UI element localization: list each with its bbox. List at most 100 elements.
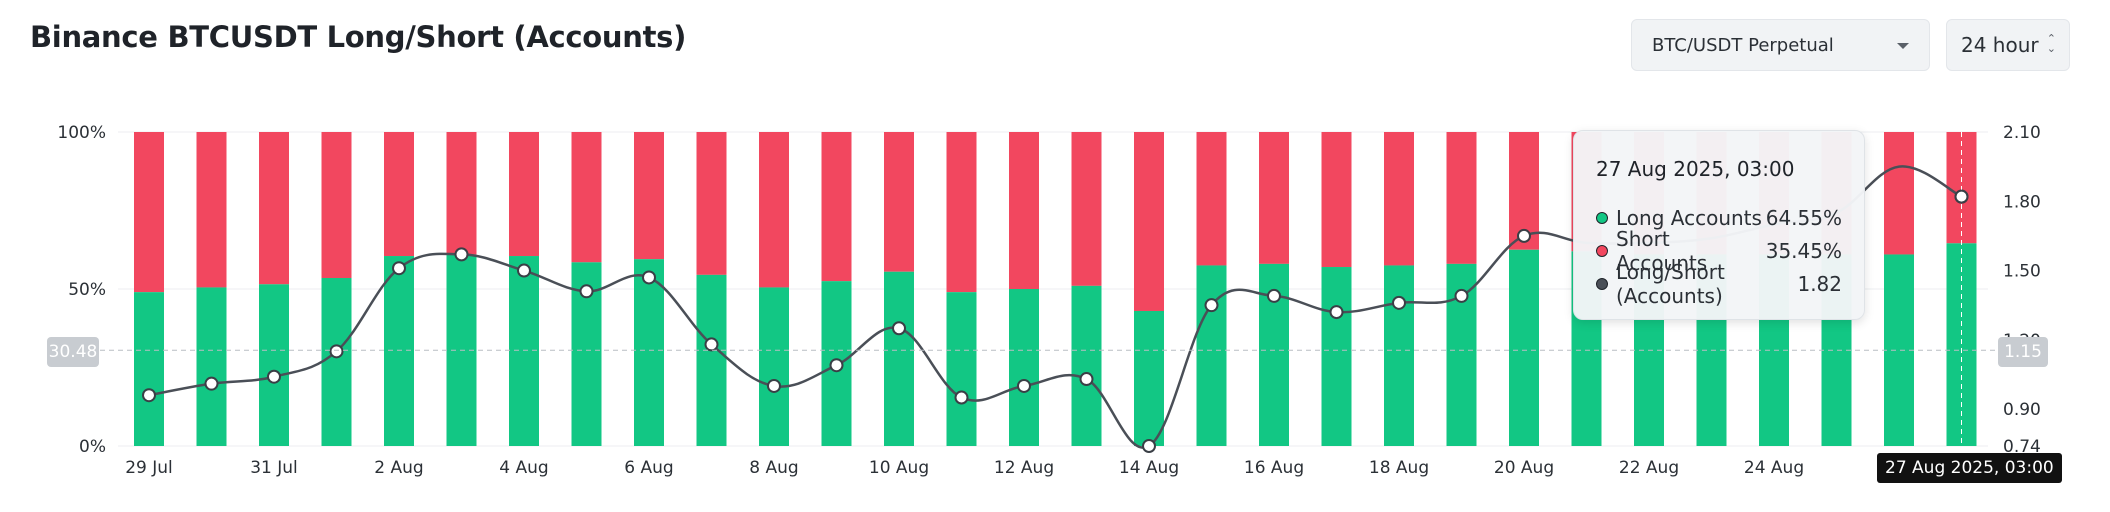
- bar-long: [634, 259, 664, 446]
- tooltip-row-short: Short Accounts 35.45%: [1596, 227, 1842, 275]
- ratio-point: [829, 358, 844, 373]
- bar-short: [821, 132, 852, 282]
- ratio-point: [1329, 305, 1344, 320]
- bar-short: [1884, 132, 1914, 255]
- bar-short: [321, 132, 352, 279]
- tooltip-value: 64.55%: [1765, 205, 1842, 230]
- bar-long: [759, 287, 789, 446]
- bar-long: [509, 256, 539, 446]
- tooltip-row-long: Long Accounts 64.55%: [1596, 201, 1842, 234]
- bar-long: [1384, 265, 1414, 446]
- bar-short: [1384, 132, 1414, 266]
- x-tick-label: 20 Aug: [1494, 458, 1554, 478]
- x-tick-label: 4 Aug: [499, 458, 548, 478]
- x-tick-label: 2 Aug: [374, 458, 423, 478]
- tooltip-label: Short Accounts: [1616, 226, 1708, 275]
- crosshair: [100, 132, 1996, 446]
- tooltip-title: 27 Aug 2025, 03:00: [1596, 157, 1795, 181]
- bar-long: [1071, 285, 1102, 446]
- bar-long: [1009, 289, 1039, 446]
- period-select-value: 24 hour: [1961, 33, 2039, 57]
- bar-short: [509, 132, 539, 257]
- y-right-tick-label: 1.50: [2003, 262, 2041, 282]
- x-tick-label: 6 Aug: [624, 458, 673, 478]
- x-tick-label: 16 Aug: [1244, 458, 1304, 478]
- y-right-tick-label: 0.74: [2003, 437, 2041, 457]
- ratio-point: [1204, 298, 1219, 313]
- x-tick-label: 24 Aug: [1744, 458, 1804, 478]
- y-left-tick-label: 100%: [57, 123, 106, 143]
- bar-long: [1134, 310, 1164, 446]
- ratio-point: [267, 369, 281, 384]
- x-tick-label: 18 Aug: [1369, 458, 1429, 478]
- crosshair-right-value: 1.15: [1998, 337, 2048, 367]
- period-select[interactable]: 24 hour ⌃ ⌄: [1946, 19, 2070, 71]
- crosshair-x-value: 27 Aug 2025, 03:00: [1877, 453, 2062, 483]
- bar-short: [634, 132, 664, 260]
- chevron-down-icon: [1897, 43, 1909, 49]
- bar-short: [1009, 132, 1039, 289]
- ratio-point: [642, 270, 656, 285]
- bar-short: [384, 132, 414, 257]
- updown-chevron-icon: ⌃ ⌄: [2046, 32, 2056, 55]
- tooltip-value: 35.45%: [1765, 238, 1842, 263]
- market-select[interactable]: BTC/USDT Perpetual: [1631, 19, 1930, 71]
- bar-long: [1196, 265, 1227, 446]
- bar-long: [1509, 249, 1539, 446]
- ratio-point-active: [1954, 189, 1969, 204]
- bar-short: [1321, 132, 1352, 268]
- x-tick-label: 14 Aug: [1119, 458, 1179, 478]
- x-tick-label: 10 Aug: [869, 458, 929, 478]
- ratio-point: [954, 390, 969, 405]
- bar-long: [696, 274, 727, 446]
- market-select-value: BTC/USDT Perpetual: [1652, 34, 1834, 56]
- ratio-point: [329, 344, 344, 359]
- bar-short: [259, 132, 289, 285]
- ratio-point: [704, 337, 719, 352]
- bar-long: [259, 284, 289, 446]
- bar-short: [946, 132, 977, 293]
- bar-long: [884, 271, 914, 446]
- tooltip-label: Long Accounts: [1616, 205, 1762, 230]
- ratio-point: [204, 376, 219, 391]
- y-right-tick-label: 0.90: [2003, 400, 2041, 420]
- bar-short: [1259, 132, 1289, 264]
- ratio-point: [454, 247, 469, 262]
- bar-long: [196, 287, 227, 446]
- bar-short: [1196, 132, 1227, 266]
- ratio-point: [767, 378, 781, 393]
- bar-short: [884, 132, 914, 272]
- bar-short: [1071, 132, 1102, 286]
- bar-short: [759, 132, 789, 288]
- bar-short: [446, 132, 477, 255]
- ratio-point: [1454, 288, 1469, 303]
- ratio-point: [1392, 295, 1406, 310]
- bar-short: [134, 132, 164, 293]
- bar-long: [384, 256, 414, 446]
- short-dot-icon: [1596, 244, 1608, 257]
- long-dot-icon: [1596, 211, 1608, 224]
- ratio-point: [1517, 228, 1531, 243]
- ratio-point: [892, 321, 906, 336]
- bar-long: [134, 292, 164, 446]
- crosshair-left-value: 30.48: [47, 337, 99, 367]
- x-tick-label: 8 Aug: [749, 458, 798, 478]
- tooltip: 27 Aug 2025, 03:00 Long Accounts 64.55% …: [1573, 130, 1865, 320]
- ratio-point: [1017, 378, 1031, 393]
- bar-short: [571, 132, 602, 263]
- bar-short: [1446, 132, 1477, 264]
- bar-short: [696, 132, 727, 275]
- ratio-point: [392, 261, 406, 276]
- ratio-point: [142, 388, 156, 403]
- tooltip-value: 1.82: [1797, 271, 1842, 296]
- tooltip-row-ratio: Long/Short (Accounts) 1.82: [1596, 260, 1842, 308]
- bar-long: [321, 278, 352, 446]
- y-right-tick-label: 1.80: [2003, 192, 2041, 212]
- ratio-dot-icon: [1596, 277, 1608, 290]
- bar-short: [196, 132, 227, 288]
- ratio-point: [517, 263, 531, 278]
- bar-long: [1321, 267, 1352, 446]
- ratio-point: [579, 284, 594, 299]
- tooltip-label: Long/Short (Accounts): [1616, 259, 1725, 308]
